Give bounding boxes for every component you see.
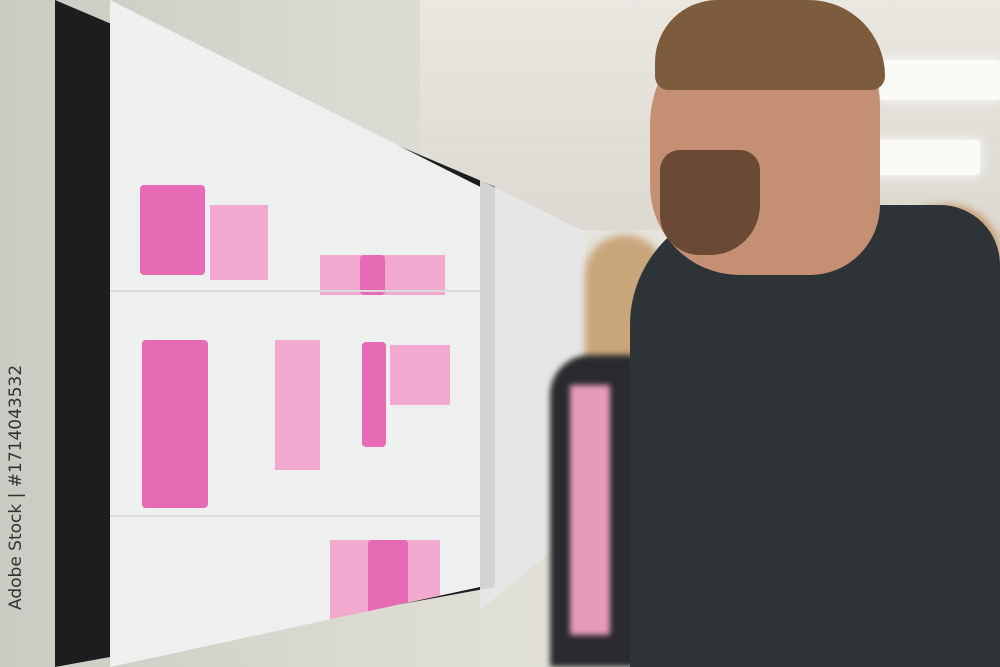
pink-bar	[362, 342, 386, 447]
divider	[110, 515, 480, 517]
pink-card	[210, 205, 268, 280]
ceiling-light	[880, 60, 1000, 100]
pink-bar	[390, 345, 450, 405]
dark-sweater	[630, 205, 1000, 667]
pink-bar	[275, 340, 320, 470]
pink-bar	[360, 255, 385, 295]
divider	[110, 290, 480, 292]
beard	[660, 150, 760, 255]
bearded-man	[630, 0, 1000, 667]
watermark-text: Adobe Stock | #1714043532	[6, 364, 26, 610]
hair	[655, 0, 885, 90]
ceiling-light	[860, 140, 980, 175]
pink-card	[140, 185, 205, 275]
pink-card	[142, 340, 208, 508]
